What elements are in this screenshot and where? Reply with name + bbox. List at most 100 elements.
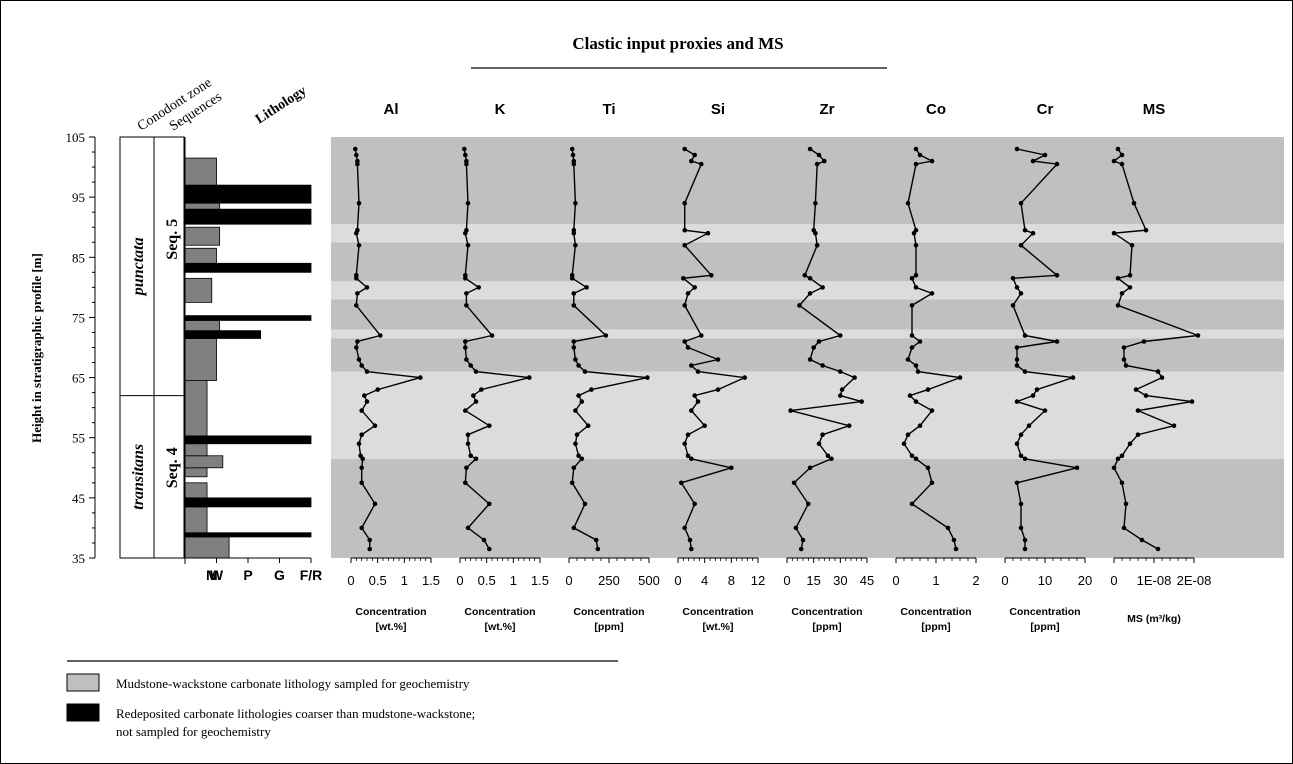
data-point [593, 537, 599, 543]
data-point [1018, 432, 1024, 438]
data-point [699, 161, 704, 167]
data-point [487, 546, 492, 552]
data-point [354, 152, 359, 158]
data-point [852, 375, 857, 380]
x-tick-label: 0 [565, 573, 572, 588]
data-point [364, 369, 370, 374]
x-tick-label: 0 [783, 573, 790, 588]
x-tick-label: 10 [1038, 573, 1052, 588]
data-point [838, 393, 843, 398]
data-point [814, 243, 820, 248]
data-point [569, 273, 575, 278]
data-point [476, 285, 482, 290]
x-axis-label: Concentration [ppm] [573, 606, 644, 633]
data-point [788, 408, 793, 413]
data-point [742, 375, 747, 380]
data-point [463, 480, 468, 486]
data-point [909, 333, 915, 338]
data-point [356, 357, 362, 362]
data-point [913, 146, 919, 152]
legend-label-redeposited-1: Redeposited carbonate lithologies coarse… [116, 706, 475, 721]
data-point [468, 453, 474, 459]
data-point [1119, 453, 1125, 459]
data-point [820, 363, 825, 368]
data-point [1155, 546, 1161, 552]
data-point [929, 291, 935, 296]
x-axis-label: Concentration [ppm] [900, 606, 971, 633]
data-point [527, 375, 532, 380]
data-point [917, 423, 923, 429]
data-point [838, 369, 843, 374]
data-point [1018, 291, 1024, 296]
data-point [957, 375, 963, 380]
y-tick-label: 45 [72, 491, 85, 506]
data-point [692, 393, 697, 398]
data-point [813, 200, 818, 206]
data-point [574, 432, 580, 438]
x-axis-label: Concentration [ppm] [791, 606, 862, 633]
x-tick-label: 0 [892, 573, 899, 588]
data-point [1119, 480, 1125, 486]
x-tick-label: 0 [1001, 573, 1008, 588]
data-point [1135, 432, 1141, 438]
data-point [372, 501, 378, 507]
x-axis-label-line: Concentration [791, 606, 862, 618]
data-point [354, 345, 359, 350]
data-point [1018, 525, 1024, 531]
lithology-bed-grey [184, 247, 217, 264]
lithology-bed-black [184, 497, 312, 508]
background-band-light [331, 224, 1284, 243]
data-point [1141, 339, 1147, 344]
data-point [695, 369, 701, 374]
data-point [576, 363, 581, 368]
data-point [471, 393, 476, 398]
data-point [1131, 200, 1137, 206]
data-point [913, 285, 919, 290]
y-tick-label: 105 [66, 130, 86, 145]
data-point [679, 480, 684, 486]
data-point [464, 303, 469, 308]
lithology-bed-grey [184, 157, 217, 186]
data-point [573, 357, 578, 362]
data-point [797, 303, 802, 308]
data-point [1014, 480, 1020, 486]
data-point [481, 537, 487, 543]
data-point [1115, 303, 1121, 308]
data-point [905, 357, 911, 362]
x-tick-label: 15 [806, 573, 820, 588]
data-point [465, 200, 471, 206]
data-point [1119, 291, 1125, 296]
data-point [603, 333, 609, 338]
data-point [473, 456, 479, 462]
data-point [358, 453, 363, 459]
data-point [571, 345, 577, 350]
data-point [1010, 276, 1016, 281]
data-point [1123, 501, 1129, 507]
data-point [359, 525, 365, 531]
legend-label-mudstone: Mudstone-wackstone carbonate lithology s… [116, 676, 470, 691]
data-point [582, 501, 588, 507]
data-point [1022, 456, 1028, 462]
data-point [909, 453, 915, 459]
data-point [570, 152, 576, 158]
sequence-5-label: Seq. 5 [164, 219, 181, 260]
data-point [359, 363, 365, 368]
x-tick-label: 12 [751, 573, 765, 588]
x-axis-label-line: [ppm] [1030, 621, 1059, 633]
data-point [367, 537, 373, 543]
y-tick-label: 75 [72, 310, 85, 325]
proxy-series: Al 0 0.5 1 1.5 Concentration [wt.%] K 0 0.5 1 1.5 Co… [347, 101, 1211, 633]
data-point [479, 387, 484, 392]
data-point [692, 501, 697, 507]
legend-label-redeposited-2: not sampled for geochemistry [116, 724, 271, 739]
data-point [687, 537, 693, 543]
data-point [359, 480, 365, 486]
data-point [487, 501, 492, 507]
data-point [468, 363, 474, 368]
x-axis-label-line: Concentration [1009, 606, 1080, 618]
data-point [356, 441, 362, 447]
data-point [569, 480, 575, 486]
data-point [1171, 423, 1177, 429]
x-tick-label: 0 [1110, 573, 1117, 588]
data-point [685, 291, 691, 296]
